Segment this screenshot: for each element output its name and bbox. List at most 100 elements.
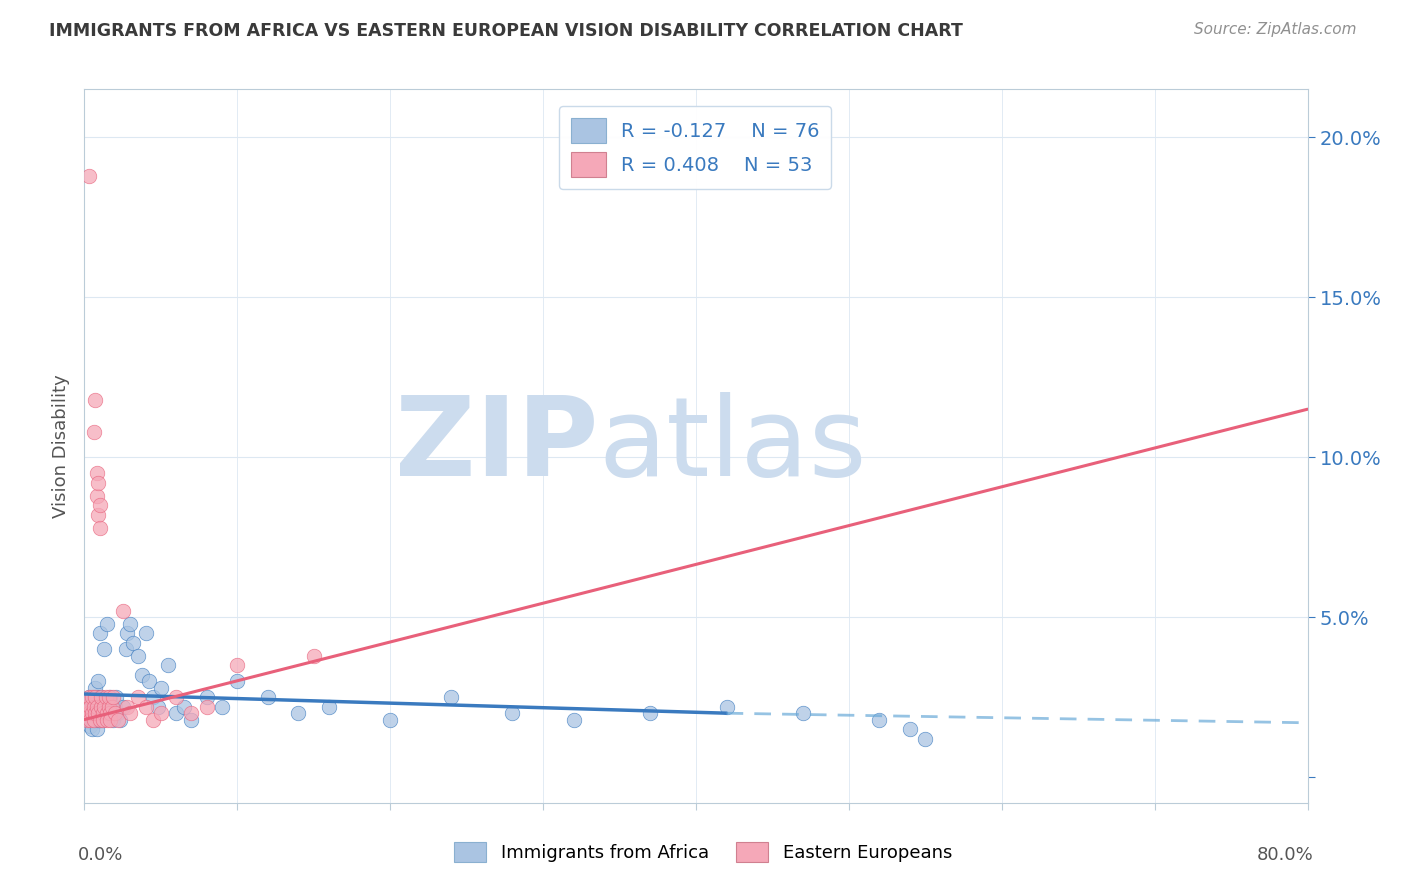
Point: [96, 699, 118, 714]
Text: 0.0%: 0.0%: [79, 846, 124, 863]
Point: [91, 706, 114, 721]
Text: ZIP: ZIP: [395, 392, 598, 500]
Point: [195, 699, 218, 714]
Point: [562, 713, 585, 727]
Point: [135, 699, 157, 714]
Point: [142, 713, 165, 727]
Point: [94, 690, 117, 705]
Point: [75, 706, 97, 721]
Point: [138, 674, 160, 689]
Point: [90, 690, 112, 705]
Point: [226, 658, 249, 673]
Point: [101, 699, 124, 714]
Point: [165, 706, 187, 721]
Text: 80.0%: 80.0%: [1257, 846, 1313, 863]
Point: [77, 713, 100, 727]
Point: [127, 648, 149, 663]
Point: [716, 699, 738, 714]
Point: [86, 690, 108, 705]
Point: [91, 713, 114, 727]
Point: [91, 713, 114, 727]
Text: Source: ZipAtlas.com: Source: ZipAtlas.com: [1194, 22, 1357, 37]
Y-axis label: Vision Disability: Vision Disability: [52, 374, 70, 518]
Point: [89, 626, 111, 640]
Point: [502, 706, 524, 721]
Point: [86, 706, 108, 721]
Point: [76, 706, 98, 721]
Point: [89, 706, 111, 721]
Point: [107, 713, 129, 727]
Point: [83, 425, 105, 439]
Point: [111, 699, 134, 714]
Point: [97, 690, 120, 705]
Point: [83, 699, 105, 714]
Point: [120, 706, 142, 721]
Point: [79, 699, 101, 714]
Point: [86, 699, 108, 714]
Point: [122, 636, 145, 650]
Point: [142, 690, 165, 705]
Point: [77, 690, 100, 705]
Point: [97, 706, 120, 721]
Point: [115, 626, 138, 640]
Point: [149, 706, 172, 721]
Point: [318, 699, 340, 714]
Point: [89, 713, 111, 727]
Point: [226, 674, 249, 689]
Point: [89, 498, 111, 512]
Point: [103, 713, 125, 727]
Point: [898, 722, 921, 736]
Point: [96, 706, 118, 721]
Point: [638, 706, 661, 721]
Point: [86, 466, 108, 480]
Point: [87, 475, 110, 490]
Point: [101, 699, 124, 714]
Point: [94, 706, 117, 721]
Point: [98, 690, 121, 705]
Point: [180, 713, 202, 727]
Point: [80, 722, 103, 736]
Point: [75, 699, 97, 714]
Point: [84, 706, 107, 721]
Point: [146, 699, 169, 714]
Point: [93, 699, 115, 714]
Point: [440, 690, 463, 705]
Point: [84, 392, 107, 407]
Point: [79, 706, 101, 721]
Point: [131, 668, 153, 682]
Point: [105, 690, 128, 705]
Point: [87, 674, 110, 689]
Point: [86, 489, 108, 503]
Point: [114, 642, 136, 657]
Point: [87, 508, 110, 522]
Point: [257, 690, 280, 705]
Point: [287, 706, 309, 721]
Point: [91, 706, 114, 721]
Point: [79, 713, 101, 727]
Point: [107, 706, 129, 721]
Point: [87, 699, 110, 714]
Point: [792, 706, 814, 721]
Point: [79, 719, 101, 733]
Point: [83, 713, 105, 727]
Point: [79, 693, 101, 707]
Point: [90, 690, 112, 705]
Point: [87, 713, 110, 727]
Point: [165, 690, 187, 705]
Point: [76, 713, 98, 727]
Point: [108, 713, 131, 727]
Point: [104, 699, 127, 714]
Point: [195, 690, 218, 705]
Point: [77, 169, 100, 183]
Point: [211, 699, 233, 714]
Point: [96, 616, 118, 631]
Point: [98, 706, 121, 721]
Point: [97, 699, 120, 714]
Point: [86, 722, 108, 736]
Point: [76, 713, 98, 727]
Point: [77, 690, 100, 705]
Point: [77, 706, 100, 721]
Point: [120, 616, 142, 631]
Point: [80, 690, 103, 705]
Point: [135, 626, 157, 640]
